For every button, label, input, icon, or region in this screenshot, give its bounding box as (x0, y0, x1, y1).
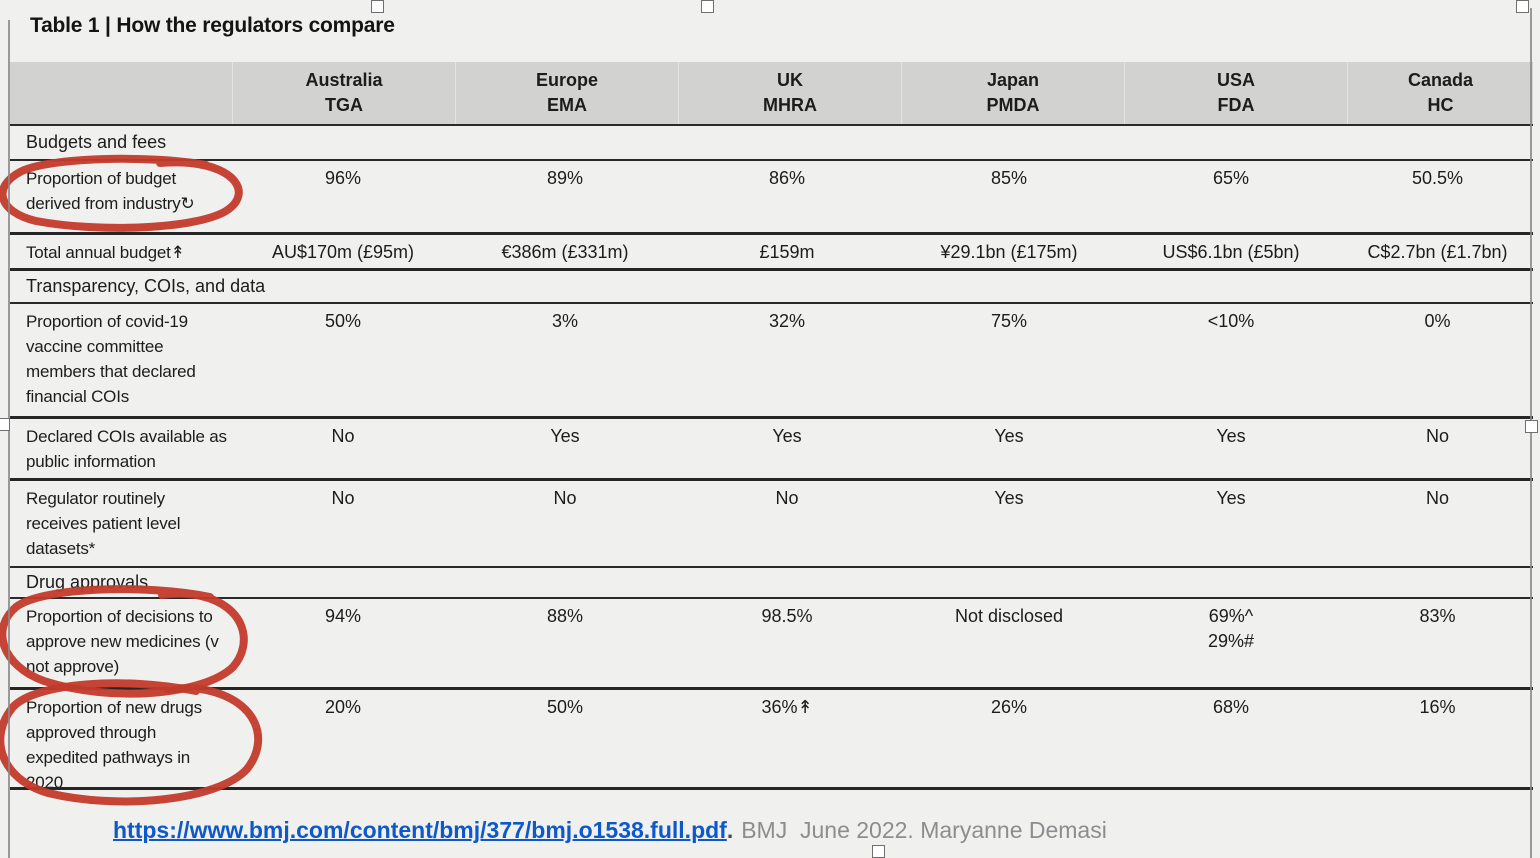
cell-value: 32% (768, 311, 806, 331)
cell-value: 0% (1424, 311, 1451, 331)
cell-value: 20% (324, 697, 362, 717)
selection-handle-top-left[interactable] (371, 0, 384, 13)
cell-value: No (1425, 426, 1449, 446)
table-row-declared-cois: Declared COIs available as public inform… (10, 419, 1533, 481)
section-row-budgets: Budgets and fees (10, 126, 1533, 161)
cell-value: 75% (990, 311, 1028, 331)
cell-value: C$2.7bn (£1.7bn) (1367, 242, 1508, 262)
column-region: UK (777, 70, 803, 90)
selection-handle-top-right[interactable] (1516, 0, 1529, 13)
column-region: Australia (305, 70, 383, 90)
column-header-europe: Europe EMA (455, 62, 678, 124)
selection-handle-left-middle[interactable] (0, 418, 10, 431)
cell-value: 85% (990, 168, 1028, 188)
column-agency: EMA (547, 95, 587, 115)
selection-frame-right (1530, 8, 1532, 858)
cell-value: Yes (994, 488, 1024, 508)
cell-value: 50% (324, 311, 362, 331)
row-label: Proportion of budget derived from indust… (26, 169, 195, 213)
cell-value: 89% (546, 168, 584, 188)
column-header-uk: UK MHRA (678, 62, 901, 124)
column-region: Europe (535, 70, 598, 90)
cell-value: AU$170m (£95m) (271, 242, 415, 262)
cell-value: 68% (1212, 697, 1250, 717)
section-row-approvals: Drug approvals (10, 568, 1533, 599)
link-separator: . (726, 817, 734, 843)
cell-value: 69%^ 29%# (1207, 606, 1255, 651)
cell-value: 96% (324, 168, 362, 188)
cell-value: 83% (1419, 606, 1456, 626)
cell-value: Yes (1216, 488, 1246, 508)
page-title: Table 1 | How the regulators compare (30, 14, 395, 37)
cell-value: 16% (1419, 697, 1456, 717)
selection-handle-top-center[interactable] (701, 0, 714, 13)
cell-value: No (1425, 488, 1449, 508)
table-row-covid-cois: Proportion of covid-19 vaccine committee… (10, 304, 1533, 419)
cell-value: 88% (546, 606, 584, 626)
row-label: Proportion of decisions to approve new m… (26, 607, 219, 676)
section-label: Transparency, COIs, and data (26, 276, 266, 296)
cell-value: Yes (772, 426, 802, 446)
table-row-expedited-pathways: Proportion of new drugs approved through… (10, 690, 1533, 790)
table-row-budget-proportion: Proportion of budget derived from indust… (10, 161, 1533, 235)
column-agency: PMDA (986, 95, 1040, 115)
regulators-table: Australia TGA Europe EMA UK MHRA Japan P… (10, 62, 1533, 790)
cell-value: No (331, 488, 355, 508)
cell-value: €386m (£331m) (501, 242, 629, 262)
cell-value: 36%↟ (761, 697, 813, 717)
cell-value: 50% (546, 697, 584, 717)
column-agency: MHRA (763, 95, 817, 115)
cell-value: £159m (759, 242, 815, 262)
source-link[interactable]: https://www.bmj.com/content/bmj/377/bmj.… (113, 817, 727, 843)
cell-value: 3% (551, 311, 578, 331)
column-region: Japan (986, 70, 1040, 90)
selection-handle-right-middle[interactable] (1525, 420, 1538, 433)
column-header-japan: Japan PMDA (901, 62, 1124, 124)
section-row-transparency: Transparency, COIs, and data (10, 271, 1533, 304)
cell-value: Not disclosed (954, 606, 1064, 626)
column-header-canada: Canada HC (1347, 62, 1533, 124)
row-label: Total annual budget↟ (26, 243, 185, 262)
section-label: Drug approvals (26, 572, 149, 592)
table-row-approval-decisions: Proportion of decisions to approve new m… (10, 599, 1533, 690)
cell-value: 86% (768, 168, 806, 188)
table-header-row: Australia TGA Europe EMA UK MHRA Japan P… (10, 62, 1533, 126)
cell-value: Yes (994, 426, 1024, 446)
section-label: Budgets and fees (26, 132, 167, 152)
cell-value: No (331, 426, 355, 446)
credit-text: BMJ June 2022. Maryanne Demasi (741, 817, 1107, 843)
header-empty-cell (10, 62, 232, 124)
row-label: Regulator routinely receives patient lev… (26, 489, 181, 558)
cell-value: US$6.1bn (£5bn) (1162, 242, 1300, 262)
cell-value: 26% (990, 697, 1028, 717)
column-region: Canada (1407, 70, 1474, 90)
column-region: USA (1216, 70, 1255, 90)
row-label: Proportion of covid-19 vaccine committee… (26, 312, 196, 406)
cell-value: ¥29.1bn (£175m) (940, 242, 1078, 262)
column-agency: TGA (325, 95, 363, 115)
cell-value: Yes (550, 426, 580, 446)
cell-value: No (775, 488, 799, 508)
cell-value: 94% (324, 606, 362, 626)
cell-value: Yes (1216, 426, 1246, 446)
cell-value: 98.5% (761, 606, 813, 626)
row-label: Proportion of new drugs approved through… (26, 698, 202, 790)
cell-value: 65% (1212, 168, 1250, 188)
selection-handle-bottom-center[interactable] (872, 845, 885, 858)
citation-footer: https://www.bmj.com/content/bmj/377/bmj.… (113, 817, 1107, 844)
table-row-patient-datasets: Regulator routinely receives patient lev… (10, 481, 1533, 568)
cell-value: 50.5% (1411, 168, 1464, 188)
row-label: Declared COIs available as public inform… (26, 427, 227, 471)
cell-value: <10% (1207, 311, 1255, 331)
cell-value: No (553, 488, 577, 508)
column-header-usa: USA FDA (1124, 62, 1347, 124)
column-agency: FDA (1217, 95, 1255, 115)
table-row-annual-budget: Total annual budget↟ AU$170m (£95m) €386… (10, 235, 1533, 271)
column-agency: HC (1427, 95, 1454, 115)
column-header-australia: Australia TGA (232, 62, 455, 124)
selection-frame-left (8, 20, 10, 858)
